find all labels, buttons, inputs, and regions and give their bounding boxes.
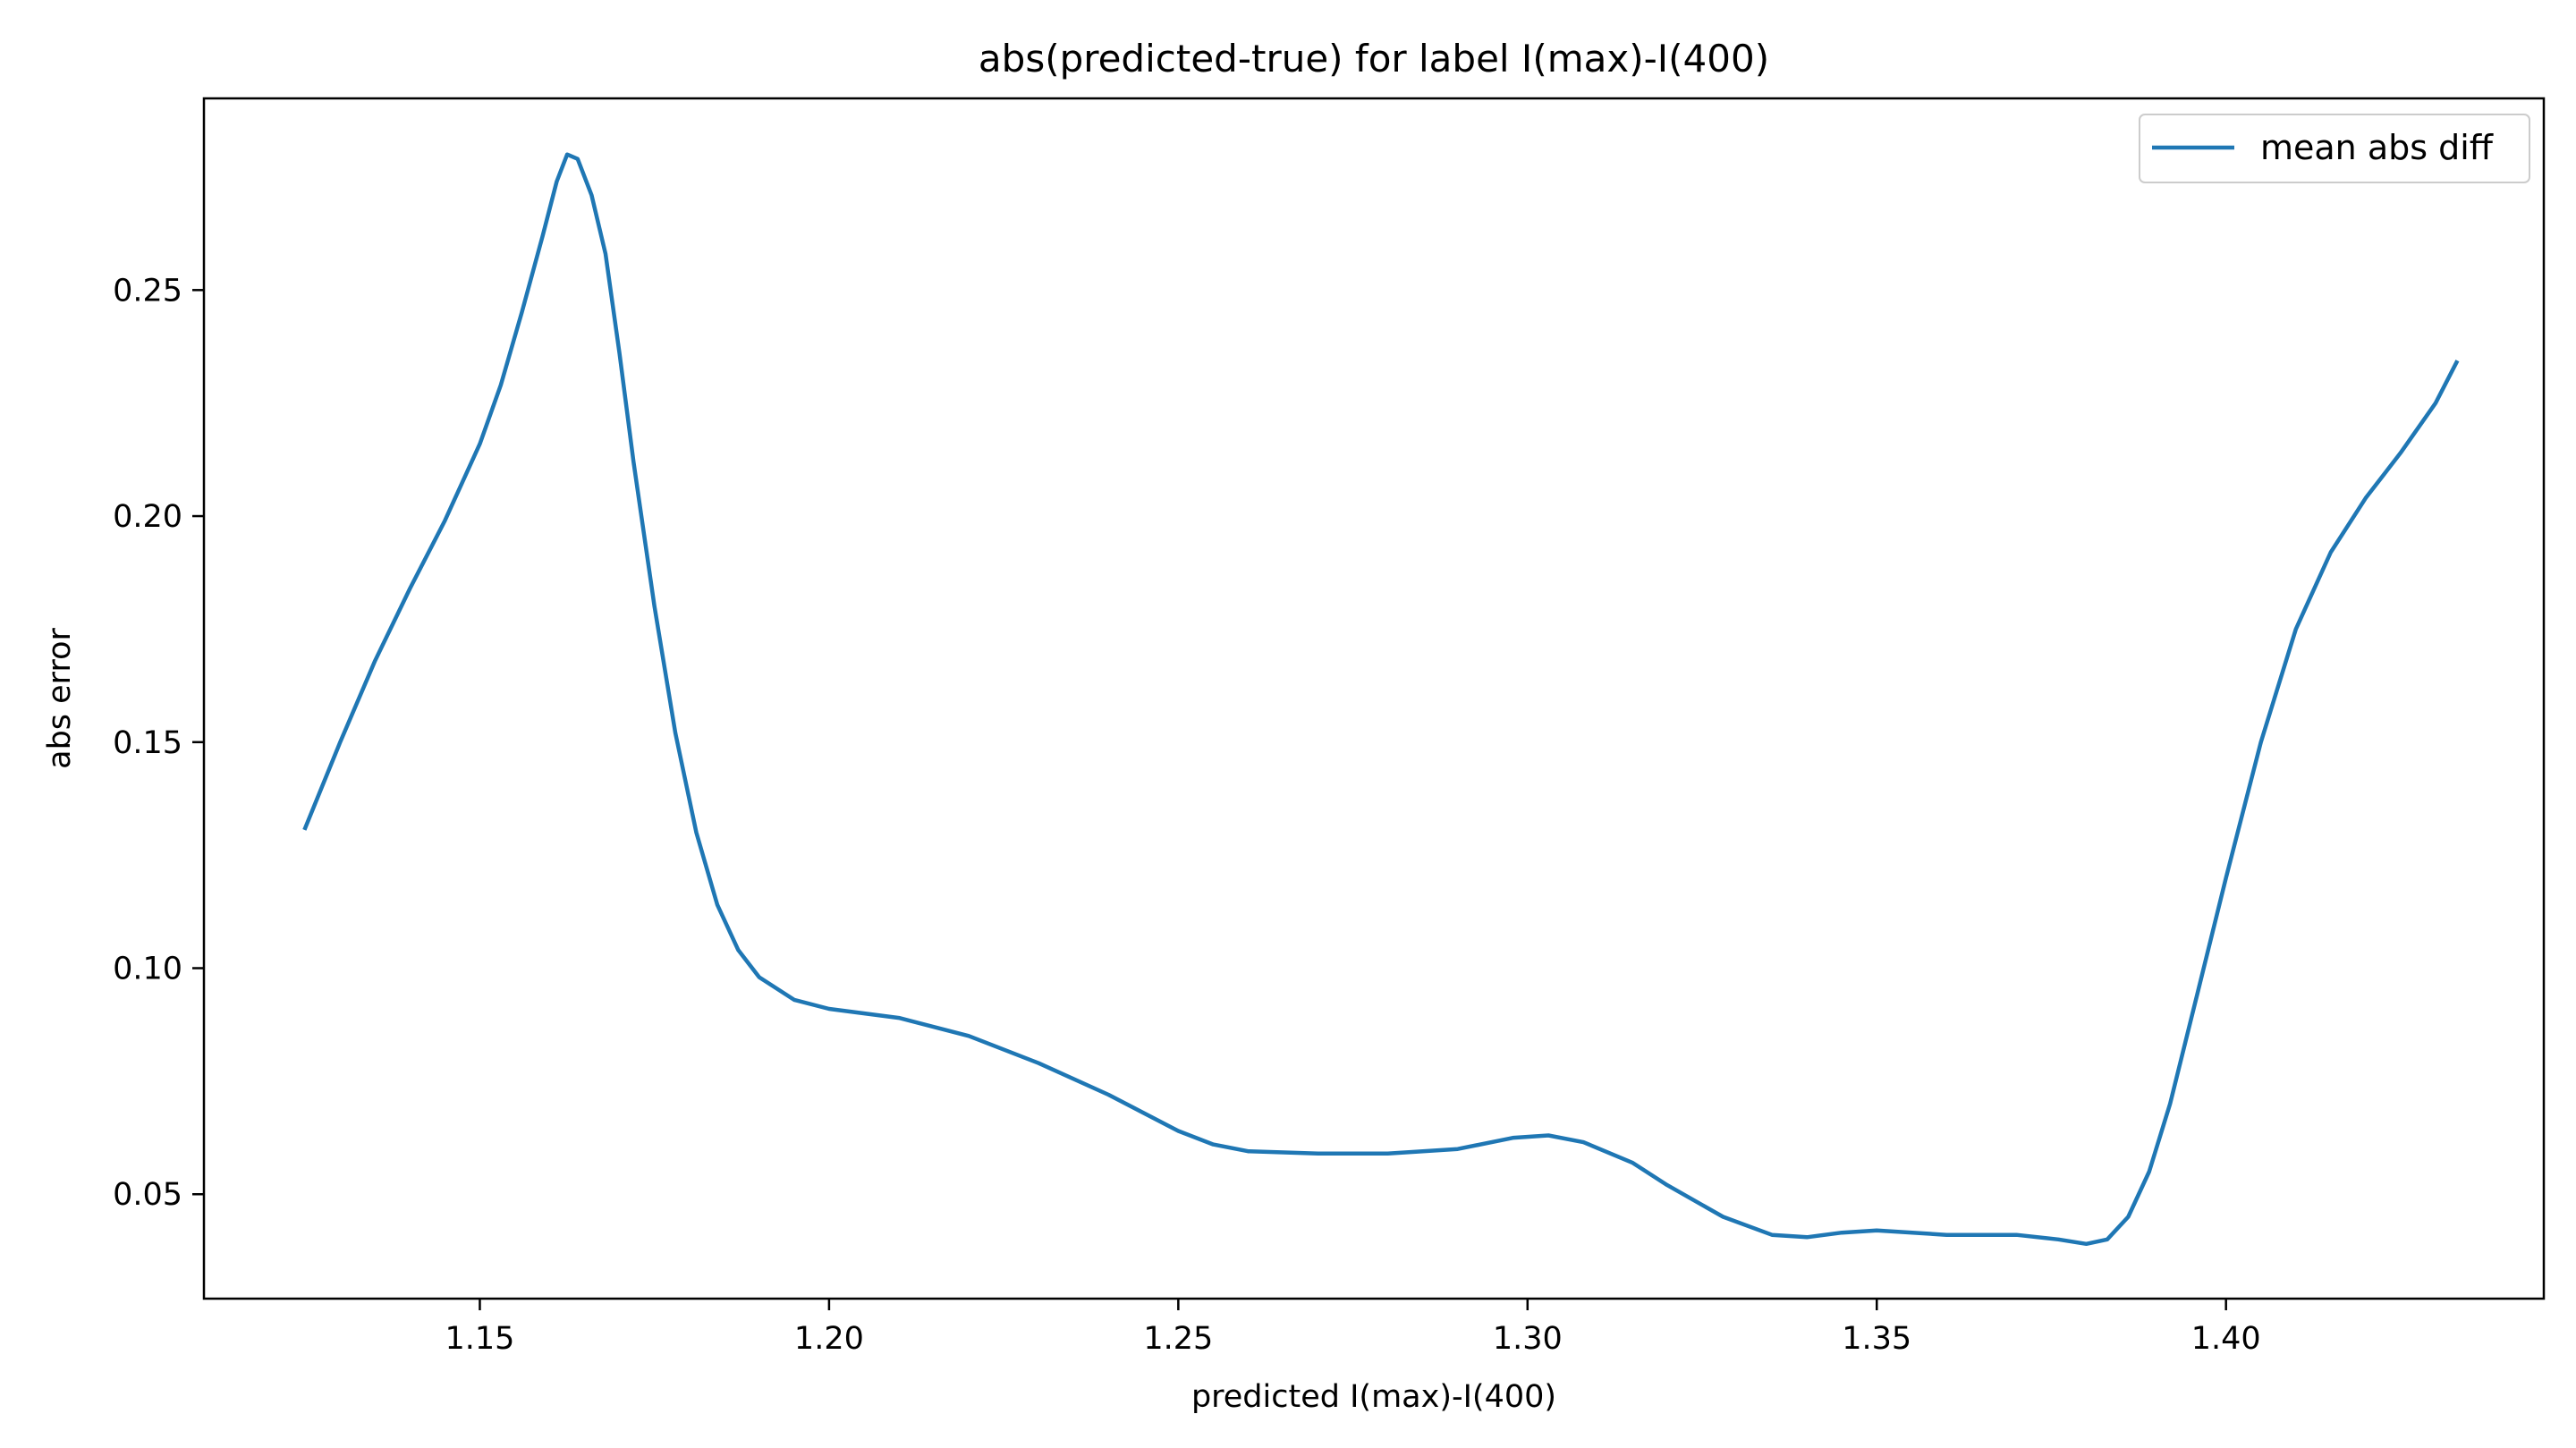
y-tick-label: 0.15 [113, 725, 182, 761]
plot-area-frame [202, 97, 2546, 1300]
x-tick-label: 1.25 [1143, 1321, 1213, 1357]
x-tick-label: 1.40 [2191, 1321, 2261, 1357]
y-tick-label: 0.05 [113, 1177, 182, 1213]
y-tick-label: 0.10 [113, 952, 182, 987]
x-tick-label: 1.30 [1493, 1321, 1563, 1357]
y-tick-label: 0.20 [113, 499, 182, 535]
y-axis-label: abs error [42, 628, 78, 769]
legend: mean abs diff [2139, 114, 2530, 183]
series-layer [302, 152, 2460, 1247]
series-line [302, 152, 2460, 1247]
x-tick-label: 1.35 [1842, 1321, 1911, 1357]
legend-label: mean abs diff [2260, 128, 2494, 167]
x-axis: 1.15 1.20 1.25 1.30 1.35 1.40 [445, 1299, 2261, 1357]
y-axis: 0.05 0.10 0.15 0.20 0.25 [113, 273, 204, 1213]
x-tick-label: 1.20 [794, 1321, 864, 1357]
legend-box [2139, 114, 2530, 183]
y-tick-label: 0.25 [113, 273, 182, 309]
chart-title: abs(predicted-true) for label I(max)-I(4… [979, 37, 1769, 80]
x-axis-label: predicted I(max)-I(400) [1191, 1379, 1556, 1415]
x-tick-label: 1.15 [445, 1321, 514, 1357]
